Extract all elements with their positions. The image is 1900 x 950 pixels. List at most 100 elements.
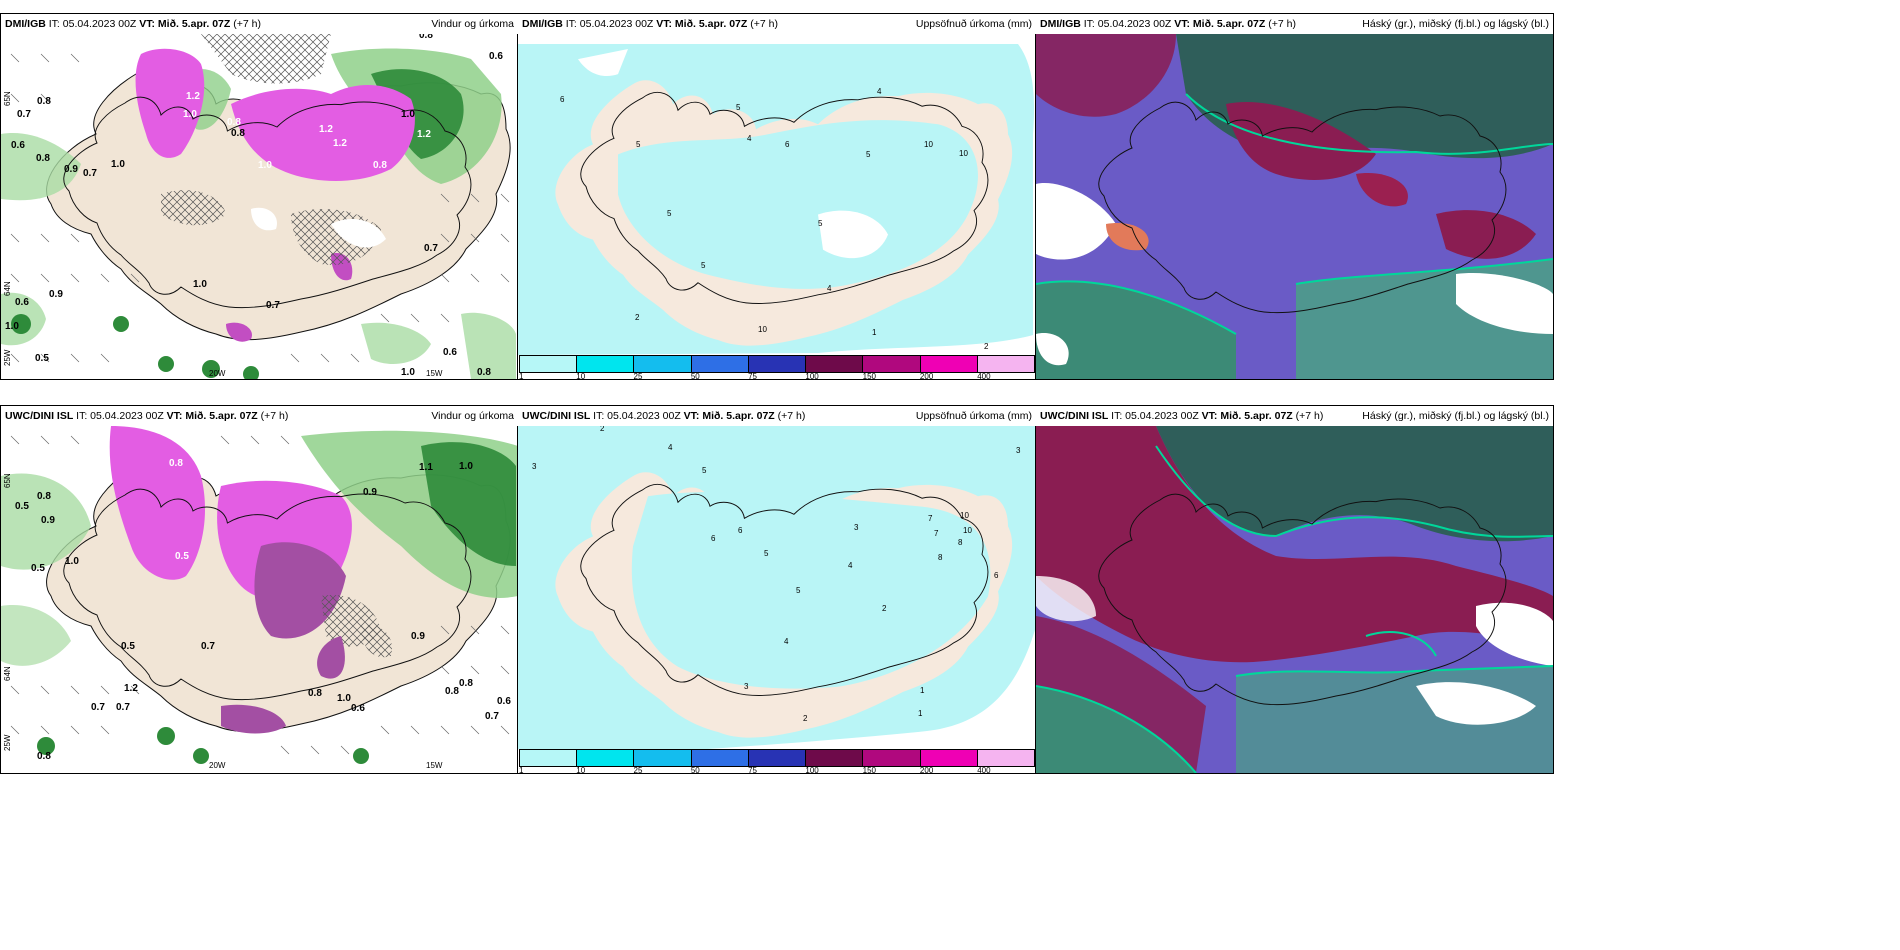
- colorbar-label: 75: [748, 372, 757, 380]
- panel-header: UWC/DINI ISL IT: 05.04.2023 00Z VT: Mið.…: [518, 406, 1036, 426]
- precip-value: 0.7: [91, 702, 105, 713]
- lead-time: (+7 h): [233, 18, 261, 30]
- lon-label-25w: 25W: [3, 734, 12, 751]
- valid-time: VT: Mið. 5.apr. 07Z: [1201, 410, 1293, 422]
- map-accum-precip: [518, 34, 1036, 355]
- accum-value: 10: [959, 149, 968, 158]
- colorbar-label: 10: [576, 372, 586, 380]
- valid-time: VT: Mið. 5.apr. 07Z: [139, 18, 231, 30]
- colorbar-label: 25: [633, 372, 643, 380]
- precip-value: 1.0: [401, 367, 415, 378]
- precip-value: 0.7: [485, 711, 499, 722]
- accum-value: 3: [744, 682, 749, 691]
- colorbar-label: 200: [919, 766, 934, 774]
- colorbar: 1 10 25 50 75 100 150 200 400: [519, 355, 1035, 379]
- precip-value: 0.6: [497, 696, 511, 707]
- accum-value: 10: [758, 325, 767, 334]
- precip-value: 1.0: [111, 159, 125, 170]
- precip-value: 0.9: [411, 631, 425, 642]
- accum-value: 1: [920, 686, 925, 695]
- accum-value: 5: [866, 150, 871, 159]
- precip-value: 1.0: [5, 321, 19, 332]
- precip-value: 0.8: [36, 153, 50, 164]
- panel-clouds-dmi: DMI/IGB IT: 05.04.2023 00Z VT: Mið. 5.ap…: [1035, 13, 1554, 380]
- valid-time: VT: Mið. 5.apr. 07Z: [166, 410, 258, 422]
- panel-wind-precip-uwc: UWC/DINI ISL IT: 05.04.2023 00Z VT: Mið.…: [0, 405, 519, 774]
- precip-value: 0.6: [15, 297, 29, 308]
- accum-value: 2: [803, 714, 808, 723]
- map-wind-precip: [1, 34, 518, 379]
- precip-value: 0.8: [373, 160, 387, 171]
- accum-value: 8: [938, 553, 943, 562]
- colorbar: 1 10 25 50 75 100 150 200 400: [519, 749, 1035, 773]
- lead-time: (+7 h): [777, 410, 806, 422]
- init-time: IT: 05.04.2023 00Z: [565, 18, 654, 30]
- precip-value: 0.8: [37, 96, 51, 107]
- colorbar-label: 400: [977, 372, 991, 380]
- precip-value: 0.8: [37, 751, 51, 762]
- precip-value: 1.0: [459, 461, 473, 472]
- precip-value: 0.8: [308, 688, 322, 699]
- colorbar-labels: 1 10 25 50 75 100 150 200 400: [519, 372, 1035, 380]
- precip-value: 0.6: [489, 51, 503, 62]
- init-time: IT: 05.04.2023 00Z: [76, 410, 164, 422]
- accum-value: 4: [848, 561, 853, 570]
- accum-value: 6: [785, 140, 790, 149]
- panel-header: UWC/DINI ISL IT: 05.04.2023 00Z VT: Mið.…: [1, 406, 518, 426]
- precip-value: 0.8: [169, 458, 183, 469]
- accum-value: 4: [747, 134, 752, 143]
- lead-time: (+7 h): [1268, 18, 1296, 30]
- precip-value: 0.9: [41, 515, 55, 526]
- model-name: DMI/IGB: [1040, 18, 1081, 30]
- lead-time: (+7 h): [1295, 410, 1324, 422]
- accum-value: 2: [984, 342, 989, 351]
- accum-value: 7: [928, 514, 933, 523]
- lead-time: (+7 h): [750, 18, 778, 30]
- panel-header: DMI/IGB IT: 05.04.2023 00Z VT: Mið. 5.ap…: [1, 14, 518, 34]
- accum-value: 10: [960, 511, 969, 520]
- accum-value: 6: [711, 534, 716, 543]
- model-name: UWC/DINI ISL: [1040, 410, 1109, 422]
- accum-value: 4: [877, 87, 882, 96]
- precip-value: 0.7: [116, 702, 130, 713]
- precip-value: 0.8: [477, 367, 491, 378]
- init-time: IT: 05.04.2023 00Z: [48, 18, 137, 30]
- init-time: IT: 05.04.2023 00Z: [1111, 410, 1199, 422]
- precip-value: 0.5: [121, 641, 135, 652]
- lead-time: (+7 h): [260, 410, 289, 422]
- precip-value: 0.5: [175, 551, 189, 562]
- colorbar-label: 100: [805, 766, 819, 774]
- valid-time: VT: Mið. 5.apr. 07Z: [1174, 18, 1266, 30]
- precip-value: 0.8: [227, 117, 241, 128]
- precip-value: 0.5: [31, 563, 45, 574]
- accum-value: 5: [736, 103, 741, 112]
- lon-label-20w: 20W: [209, 761, 226, 770]
- accum-value: 3: [1016, 446, 1021, 455]
- precip-value: 1.2: [186, 91, 200, 102]
- accum-value: 10: [924, 140, 933, 149]
- precip-value: 0.9: [49, 289, 63, 300]
- map-wind-precip: [1, 426, 518, 773]
- precip-value: 1.0: [193, 279, 207, 290]
- precip-value: 1.0: [65, 556, 79, 567]
- colorbar-label: 1: [519, 766, 524, 774]
- panel-header: DMI/IGB IT: 05.04.2023 00Z VT: Mið. 5.ap…: [1036, 14, 1553, 34]
- precip-value: 0.8: [231, 128, 245, 139]
- accum-value: 4: [784, 637, 789, 646]
- precip-value: 0.7: [17, 109, 31, 120]
- valid-time: VT: Mið. 5.apr. 07Z: [656, 18, 748, 30]
- precip-value: 1.0: [337, 693, 351, 704]
- precip-value: 0.6: [443, 347, 457, 358]
- panel-header: UWC/DINI ISL IT: 05.04.2023 00Z VT: Mið.…: [1036, 406, 1553, 426]
- accum-value: 5: [764, 549, 769, 558]
- lon-label-20w: 20W: [209, 369, 226, 378]
- panel-accum-precip-dmi: DMI/IGB IT: 05.04.2023 00Z VT: Mið. 5.ap…: [517, 13, 1037, 380]
- lat-label-65n: 65N: [3, 473, 12, 488]
- lon-label-15w: 15W: [426, 369, 443, 378]
- accum-value: 5: [636, 140, 641, 149]
- accum-value: 2: [882, 604, 887, 613]
- precip-value: 0.7: [266, 300, 280, 311]
- map-accum-precip: [518, 426, 1036, 749]
- model-name: UWC/DINI ISL: [5, 410, 74, 422]
- model-name: UWC/DINI ISL: [522, 410, 591, 422]
